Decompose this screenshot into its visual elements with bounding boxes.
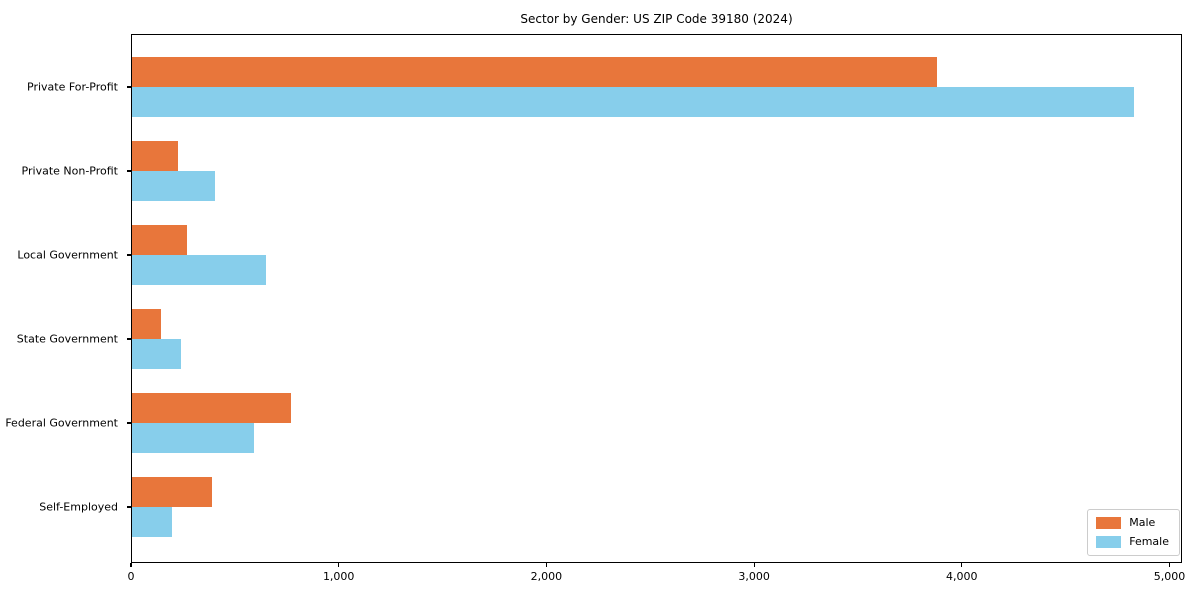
legend-item-male: Male	[1096, 516, 1169, 530]
legend: Male Female	[1087, 509, 1180, 556]
x-tick-mark	[545, 563, 547, 567]
y-tick-mark	[127, 338, 131, 340]
bar-male-1	[132, 141, 178, 171]
bar-female-0	[132, 87, 1135, 117]
legend-label-female: Female	[1129, 535, 1169, 548]
bar-male-5	[132, 477, 212, 507]
x-tick-label: 3,000	[738, 570, 770, 583]
bar-female-3	[132, 339, 181, 369]
chart-title: Sector by Gender: US ZIP Code 39180 (202…	[520, 12, 793, 26]
x-tick-label: 2,000	[530, 570, 563, 583]
bar-male-3	[132, 309, 162, 339]
y-tick-label: Local Government	[17, 248, 118, 262]
y-tick-mark	[127, 254, 131, 256]
y-tick-label: Private For-Profit	[27, 80, 118, 94]
legend-label-male: Male	[1129, 516, 1156, 529]
y-tick-label: State Government	[16, 332, 118, 346]
plot-area	[131, 34, 1182, 563]
x-tick-label: 4,000	[946, 570, 978, 583]
y-tick-label: Federal Government	[5, 416, 118, 430]
bar-female-5	[132, 507, 172, 537]
bar-male-0	[132, 57, 937, 87]
x-tick-mark	[961, 563, 963, 567]
x-tick-label: 1,000	[322, 570, 355, 583]
bar-female-4	[132, 423, 254, 453]
x-tick-label: 5,000	[1153, 570, 1186, 583]
bar-male-4	[132, 393, 291, 423]
y-tick-label: Self-Employed	[39, 500, 118, 514]
female-color-swatch	[1096, 536, 1122, 548]
y-tick-mark	[127, 422, 131, 424]
bar-male-2	[132, 225, 188, 255]
x-tick-mark	[130, 563, 132, 567]
y-tick-mark	[127, 506, 131, 508]
y-tick-label: Private Non-Profit	[21, 164, 118, 178]
bar-female-2	[132, 255, 266, 285]
y-tick-mark	[127, 86, 131, 88]
y-tick-mark	[127, 170, 131, 172]
legend-item-female: Female	[1096, 535, 1169, 549]
bar-female-1	[132, 171, 216, 201]
x-tick-mark	[338, 563, 340, 567]
male-color-swatch	[1096, 517, 1122, 529]
x-tick-label: 0	[127, 570, 135, 583]
x-tick-mark	[753, 563, 755, 567]
x-tick-mark	[1168, 563, 1171, 567]
